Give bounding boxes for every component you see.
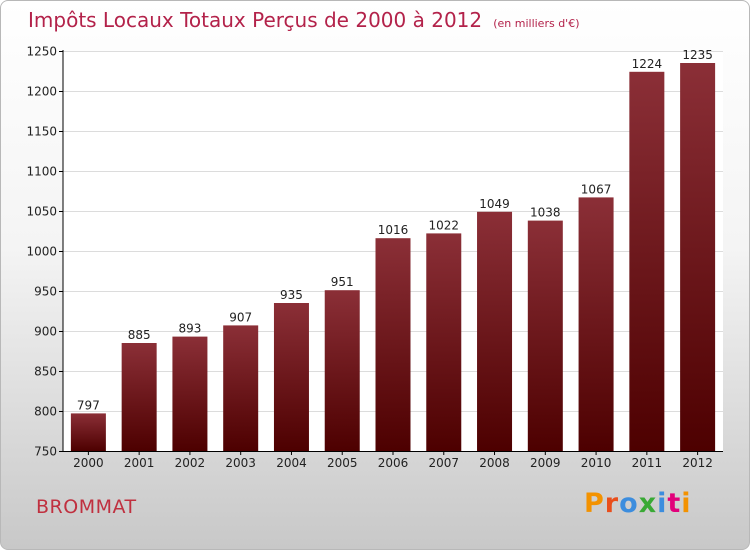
y-tick-label: 900 bbox=[34, 325, 57, 339]
logo-letter: x bbox=[638, 488, 658, 519]
data-label-2003: 907 bbox=[229, 310, 252, 324]
x-tick-label-2001: 2001 bbox=[124, 456, 155, 470]
y-tick-label: 1150 bbox=[26, 125, 57, 139]
logo-letter: P bbox=[584, 488, 605, 519]
x-tick-label-2011: 2011 bbox=[632, 456, 663, 470]
chart-header: Impôts Locaux Totaux Perçus de 2000 à 20… bbox=[28, 8, 580, 32]
data-label-2009: 1038 bbox=[530, 206, 561, 220]
data-label-2011: 1224 bbox=[632, 57, 663, 71]
data-label-2005: 951 bbox=[331, 275, 354, 289]
y-tick-label: 800 bbox=[34, 405, 57, 419]
bar-2000 bbox=[70, 413, 106, 451]
x-tick-label-2003: 2003 bbox=[225, 456, 256, 470]
data-label-2002: 893 bbox=[178, 322, 201, 336]
y-tick-label: 950 bbox=[34, 285, 57, 299]
y-tick-label: 850 bbox=[34, 365, 57, 379]
y-tick-label: 1200 bbox=[26, 85, 57, 99]
bar-2009 bbox=[527, 220, 563, 451]
data-label-2008: 1049 bbox=[479, 197, 510, 211]
bar-2010 bbox=[578, 197, 614, 451]
x-tick-label-2006: 2006 bbox=[378, 456, 409, 470]
x-tick-label-2008: 2008 bbox=[479, 456, 510, 470]
bar-2011 bbox=[629, 71, 665, 452]
x-tick-label-2004: 2004 bbox=[276, 456, 307, 470]
commune-name: BROMMAT bbox=[36, 496, 137, 518]
chart-unit: (en milliers d'€) bbox=[493, 17, 580, 30]
data-label-2010: 1067 bbox=[581, 182, 612, 196]
x-tick-label-2012: 2012 bbox=[682, 456, 713, 470]
bar-2001 bbox=[121, 343, 157, 451]
y-tick-labels: 750 800 850 900 950 1000 1050 1100 1150 1200 1250 bbox=[26, 45, 63, 459]
x-tick-label-2009: 2009 bbox=[530, 456, 561, 470]
y-tick-label: 1250 bbox=[26, 45, 57, 59]
x-tick-labels: 2000 2001 2002 2003 2004 2005 2006 2007 2008 2009… bbox=[73, 451, 713, 470]
bar-2004 bbox=[273, 303, 309, 451]
data-label-2006: 1016 bbox=[378, 223, 409, 237]
bar-2005 bbox=[324, 290, 360, 451]
logo-letter: t bbox=[667, 488, 682, 519]
y-tick-label: 1050 bbox=[26, 205, 57, 219]
data-label-2000: 797 bbox=[77, 398, 100, 412]
chart-title: Impôts Locaux Totaux Perçus de 2000 à 20… bbox=[28, 8, 483, 32]
x-tick-label-2002: 2002 bbox=[175, 456, 206, 470]
y-tick-label: 1100 bbox=[26, 165, 57, 179]
data-labels: 797 885 893 907 935 951 1016 1022 1049 1038 1067 12… bbox=[77, 48, 713, 412]
data-label-2007: 1022 bbox=[428, 218, 459, 232]
bar-2006 bbox=[375, 238, 411, 451]
bars bbox=[70, 63, 716, 452]
y-tick-label: 1000 bbox=[26, 245, 57, 259]
x-tick-label-2005: 2005 bbox=[327, 456, 358, 470]
data-label-2004: 935 bbox=[280, 288, 303, 302]
logo-letter: o bbox=[619, 488, 639, 519]
logo-letter: i bbox=[681, 488, 692, 519]
bar-2002 bbox=[172, 336, 208, 451]
bar-2012 bbox=[680, 63, 716, 451]
proxiti-logo[interactable]: Proxiti bbox=[584, 488, 692, 519]
y-tick-label: 750 bbox=[34, 445, 57, 459]
data-label-2001: 885 bbox=[128, 328, 151, 342]
x-tick-label-2007: 2007 bbox=[428, 456, 459, 470]
bar-2007 bbox=[426, 233, 462, 451]
bar-2008 bbox=[477, 211, 513, 451]
x-tick-label-2000: 2000 bbox=[73, 456, 104, 470]
bar-2003 bbox=[223, 325, 259, 451]
logo-letter: r bbox=[604, 488, 620, 519]
x-tick-label-2010: 2010 bbox=[581, 456, 612, 470]
logo-letter: i bbox=[657, 488, 668, 519]
data-label-2012: 1235 bbox=[682, 48, 713, 62]
